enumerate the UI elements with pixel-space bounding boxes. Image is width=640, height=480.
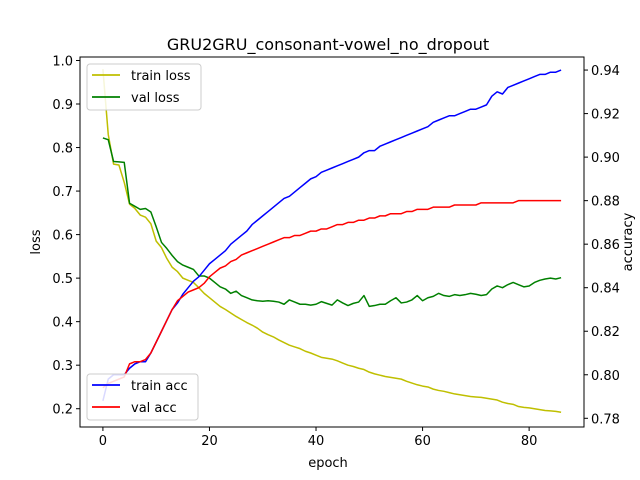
x-tick-label: 80 bbox=[521, 434, 538, 449]
x-axis-label: epoch bbox=[308, 456, 348, 471]
series-line-val-acc bbox=[102, 199, 562, 389]
legend-label-train-acc: train acc bbox=[131, 379, 188, 394]
legend-label-train-loss: train loss bbox=[131, 69, 191, 84]
y-right-tick-label: 0.90 bbox=[591, 151, 620, 166]
y-right-tick-label: 0.82 bbox=[591, 325, 620, 340]
y-right-tick-label: 0.84 bbox=[591, 282, 620, 297]
x-tick-label: 20 bbox=[201, 434, 218, 449]
x-tick-label: 60 bbox=[414, 434, 431, 449]
y-right-tick-label: 0.88 bbox=[591, 195, 620, 210]
y-axis-left: 0.2 0.3 0.4 0.5 0.6 0.7 0.8 0.9 1.0 bbox=[52, 54, 80, 418]
y-left-tick-label: 1.0 bbox=[52, 54, 73, 69]
x-tick-label: 40 bbox=[308, 434, 325, 449]
y-left-tick-label: 0.7 bbox=[52, 185, 73, 200]
y-right-tick-label: 0.78 bbox=[591, 412, 620, 427]
y-right-tick-label: 0.92 bbox=[591, 108, 620, 123]
y-left-tick-label: 0.5 bbox=[52, 272, 73, 287]
y-right-tick-label: 0.94 bbox=[591, 64, 620, 79]
series-line-val-loss bbox=[102, 137, 562, 308]
chart-title: GRU2GRU_consonant-vowel_no_dropout bbox=[167, 35, 489, 55]
legend-label-val-loss: val loss bbox=[131, 91, 180, 106]
plot-frame bbox=[79, 56, 585, 428]
y-axis-right-label: accuracy bbox=[621, 212, 636, 271]
x-axis: 0 20 40 60 80 bbox=[99, 427, 538, 449]
series-line-train-loss bbox=[102, 69, 562, 413]
legend-acc: train acc val acc bbox=[86, 373, 199, 421]
y-left-tick-label: 0.3 bbox=[52, 359, 73, 374]
plot-series bbox=[102, 69, 562, 413]
x-tick-label: 0 bbox=[99, 434, 107, 449]
y-axis-right: 0.78 0.80 0.82 0.84 0.86 0.88 0.90 0.92 0.94 bbox=[584, 64, 620, 427]
y-left-tick-label: 0.6 bbox=[52, 229, 73, 244]
y-left-tick-label: 0.9 bbox=[52, 98, 73, 113]
legend-loss: train loss val loss bbox=[86, 63, 202, 111]
y-axis-left-label: loss bbox=[29, 229, 44, 254]
y-right-tick-label: 0.86 bbox=[591, 238, 620, 253]
y-left-tick-label: 0.2 bbox=[52, 403, 73, 418]
y-left-tick-label: 0.8 bbox=[52, 142, 73, 157]
y-left-tick-label: 0.4 bbox=[52, 316, 73, 331]
y-right-tick-label: 0.80 bbox=[591, 369, 620, 384]
legend-label-val-acc: val acc bbox=[131, 401, 177, 416]
